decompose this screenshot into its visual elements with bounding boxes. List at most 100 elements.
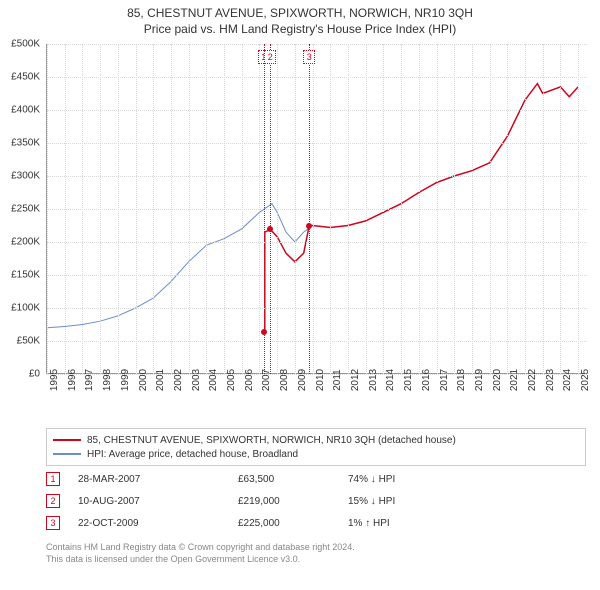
x-axis-label: 2009 [297,369,308,391]
gridline-v [560,44,561,374]
transaction-number: 3 [46,516,60,530]
gridline-v [401,44,402,374]
gridline-v [313,44,314,374]
y-axis-label: £450K [0,72,40,83]
gridline-v [242,44,243,374]
transaction-delta: 74% ↓ HPI [348,474,488,485]
gridline-v [348,44,349,374]
y-axis-label: £50K [0,336,40,347]
gridline-v [277,44,278,374]
x-axis-label: 2007 [261,369,272,391]
transaction-dot [306,223,312,229]
gridline-v [454,44,455,374]
gridline-v [224,44,225,374]
y-axis-label: £0 [0,369,40,380]
x-axis-label: 2010 [315,369,326,391]
transaction-dot [261,329,267,335]
title-subtitle: Price paid vs. HM Land Registry's House … [10,22,590,36]
x-axis-label: 2025 [580,369,591,391]
x-axis-label: 2000 [138,369,149,391]
transaction-delta: 1% ↑ HPI [348,518,488,529]
transaction-price: £219,000 [238,496,348,507]
transaction-date: 28-MAR-2007 [78,474,238,485]
x-axis-label: 2016 [421,369,432,391]
legend-row: HPI: Average price, detached house, Broa… [53,447,579,461]
gridline-v [525,44,526,374]
gridline-v [136,44,137,374]
x-axis-label: 2005 [226,369,237,391]
gridline-v [100,44,101,374]
x-axis-label: 2001 [155,369,166,391]
chart-container: 85, CHESTNUT AVENUE, SPIXWORTH, NORWICH,… [0,0,600,590]
y-axis-label: £500K [0,39,40,50]
chart-area: 123 £0£50K£100K£150K£200K£250K£300K£350K… [46,44,586,394]
x-axis-label: 2024 [562,369,573,391]
gridline-v [259,44,260,374]
gridline-v [171,44,172,374]
transaction-row: 2 10-AUG-2007£219,00015% ↓ HPI [46,490,586,512]
gridline-v [578,44,579,374]
gridline-h [47,242,587,243]
x-axis-label: 2011 [332,369,343,391]
gridline-v [295,44,296,374]
transaction-price: £63,500 [238,474,348,485]
x-axis-label: 2022 [527,369,538,391]
transaction-row: 128-MAR-2007£63,50074% ↓ HPI [46,468,586,490]
gridline-h [47,44,587,45]
x-axis-label: 2013 [368,369,379,391]
legend-swatch [53,453,81,455]
x-axis-label: 2020 [492,369,503,391]
transaction-date: 10-AUG-2007 [78,496,238,507]
gridline-h [47,143,587,144]
y-axis-label: £300K [0,171,40,182]
gridline-v [543,44,544,374]
x-axis-label: 2008 [279,369,290,391]
y-axis-label: £350K [0,138,40,149]
transaction-delta: 15% ↓ HPI [348,496,488,507]
gridline-v [118,44,119,374]
gridline-v [153,44,154,374]
gridline-h [47,77,587,78]
gridline-v [472,44,473,374]
transaction-price: £225,000 [238,518,348,529]
legend-label: HPI: Average price, detached house, Broa… [87,449,298,460]
gridline-v [47,44,48,374]
transaction-marker-label: 2 [264,50,276,64]
x-axis-label: 2015 [403,369,414,391]
series-line [264,84,578,333]
attribution-line1: Contains HM Land Registry data © Crown c… [46,542,586,554]
gridline-v [507,44,508,374]
x-axis-label: 2004 [208,369,219,391]
legend-swatch [53,439,81,441]
y-axis-label: £250K [0,204,40,215]
y-axis-label: £200K [0,237,40,248]
gridline-v [419,44,420,374]
gridline-h [47,176,587,177]
transaction-marker-line [309,44,310,374]
x-axis-label: 1996 [67,369,78,391]
transaction-row: 322-OCT-2009£225,0001% ↑ HPI [46,512,586,534]
x-axis-label: 2012 [350,369,361,391]
x-axis-label: 2021 [509,369,520,391]
x-axis-label: 2017 [439,369,450,391]
gridline-v [437,44,438,374]
transaction-marker-line [264,44,265,374]
x-axis-label: 2003 [191,369,202,391]
gridline-v [330,44,331,374]
x-axis-label: 2019 [474,369,485,391]
gridline-h [47,275,587,276]
x-axis-label: 2023 [545,369,556,391]
attribution: Contains HM Land Registry data © Crown c… [46,542,586,565]
plot-region: 123 [46,44,586,374]
gridline-h [47,209,587,210]
transactions-table: 128-MAR-2007£63,50074% ↓ HPI 2 10-AUG-2007… [46,468,586,534]
gridline-v [82,44,83,374]
gridline-v [189,44,190,374]
legend: 85, CHESTNUT AVENUE, SPIXWORTH, NORWICH,… [46,428,586,466]
gridline-h [47,110,587,111]
x-axis-label: 1997 [84,369,95,391]
transaction-marker-label: 3 [303,50,315,64]
y-axis-label: £150K [0,270,40,281]
transaction-number: 2 [46,494,60,508]
x-axis-label: 1999 [120,369,131,391]
